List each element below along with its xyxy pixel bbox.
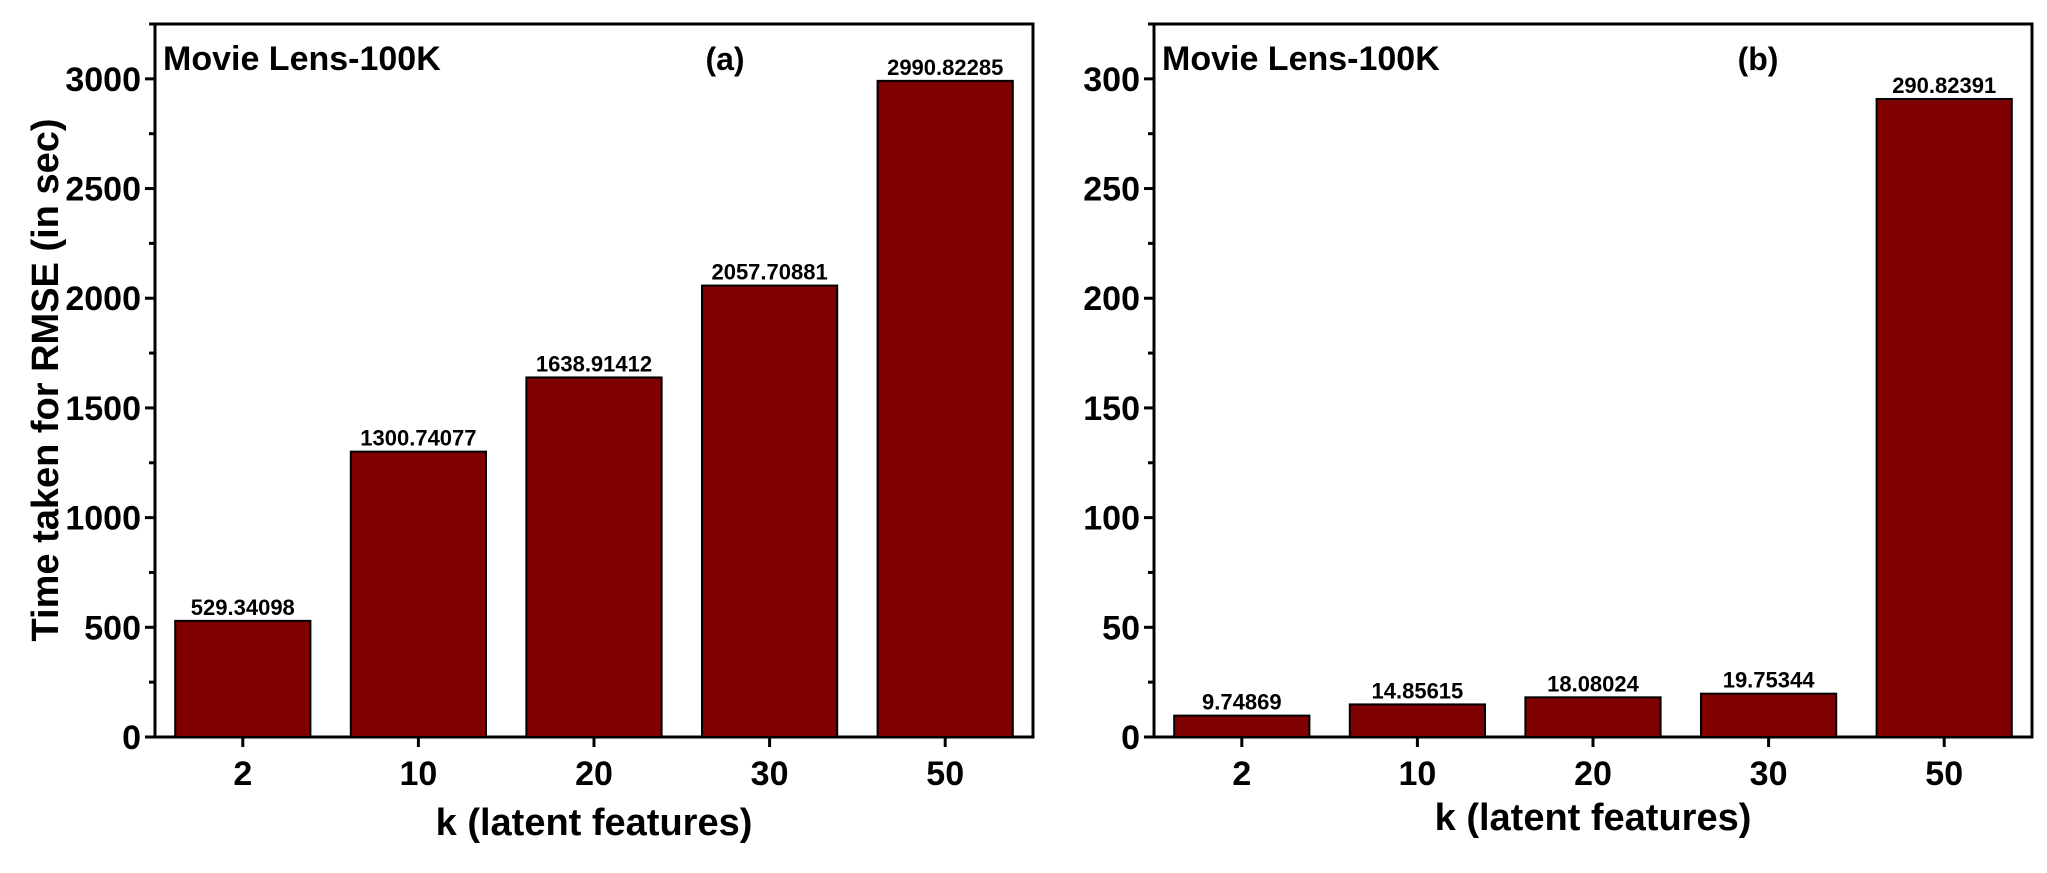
x-tick-label: 10 xyxy=(1398,755,1436,793)
x-tick-label: 50 xyxy=(926,755,964,793)
chart-panel-b: 9.74869 14.85615 18.08024 19.75344 290.82391… xyxy=(1083,22,2034,839)
bar-30 xyxy=(700,284,839,738)
y-tick-label: 0 xyxy=(1121,719,1140,757)
chart-title: Movie Lens-100K xyxy=(1162,40,1440,78)
x-axis-title: k (latent features) xyxy=(1435,797,1752,839)
data-label: 1638.91412 xyxy=(536,351,652,376)
x-tick-label: 2 xyxy=(233,755,252,793)
x-axis: 2 10 20 30 50 xyxy=(233,737,964,793)
y-tick-label: 100 xyxy=(1083,500,1140,538)
y-tick-label: 50 xyxy=(1102,609,1140,647)
data-label: 18.08024 xyxy=(1547,671,1640,696)
chart-panel-a: 529.34098 1300.74077 1638.91412 2057.70881 2… xyxy=(25,22,1035,844)
y-tick-label: 150 xyxy=(1083,390,1140,428)
panel-label: (b) xyxy=(1738,41,1779,77)
bar-30 xyxy=(1699,692,1838,739)
y-tick-label: 500 xyxy=(84,609,141,647)
data-label: 290.82391 xyxy=(1892,73,1996,98)
bar-group xyxy=(1173,97,2013,739)
data-label: 1300.74077 xyxy=(360,426,476,451)
x-tick-label: 20 xyxy=(1574,755,1612,793)
y-tick-label: 0 xyxy=(122,719,141,757)
chart-title: Movie Lens-100K xyxy=(163,40,441,78)
y-tick-label: 2000 xyxy=(65,280,141,318)
x-tick-label: 50 xyxy=(1925,755,1963,793)
value-label-group: 9.74869 14.85615 18.08024 19.75344 290.82391 xyxy=(1202,73,1996,715)
y-tick-label: 200 xyxy=(1083,280,1140,318)
y-axis: 0 50 100 150 200 250 300 xyxy=(1083,22,1154,757)
data-label: 529.34098 xyxy=(191,595,295,620)
value-label-group: 529.34098 1300.74077 1638.91412 2057.70881 2… xyxy=(191,55,1004,620)
bar-2 xyxy=(1173,714,1311,738)
y-tick-label: 1000 xyxy=(65,500,141,538)
bar-50 xyxy=(1875,97,2013,738)
y-tick-label: 300 xyxy=(1083,61,1140,99)
y-tick-label: 250 xyxy=(1083,171,1140,209)
data-label: 19.75344 xyxy=(1723,668,1816,693)
bar-50 xyxy=(876,79,1014,738)
x-tick-label: 2 xyxy=(1232,755,1251,793)
bar-2 xyxy=(174,619,312,738)
x-tick-label: 10 xyxy=(399,755,437,793)
data-label: 9.74869 xyxy=(1202,690,1282,715)
bar-20 xyxy=(525,376,663,738)
x-tick-label: 30 xyxy=(1750,755,1788,793)
x-axis: 2 10 20 30 50 xyxy=(1232,737,1963,793)
bar-10 xyxy=(349,450,488,738)
data-label: 14.85615 xyxy=(1372,678,1464,703)
y-tick-label: 2500 xyxy=(65,171,141,209)
y-axis: 0 500 1000 1500 2000 2500 3000 xyxy=(65,22,155,757)
bar-20 xyxy=(1524,696,1662,738)
bar-group xyxy=(174,79,1014,738)
y-tick-label: 1500 xyxy=(65,390,141,428)
data-label: 2057.70881 xyxy=(711,260,827,285)
x-tick-label: 20 xyxy=(575,755,613,793)
panel-label: (a) xyxy=(705,41,744,77)
y-tick-label: 3000 xyxy=(65,61,141,99)
bar-10 xyxy=(1348,703,1487,739)
x-tick-label: 30 xyxy=(751,755,789,793)
y-axis-title: Time taken for RMSE (in sec) xyxy=(25,119,67,642)
x-axis-title: k (latent features) xyxy=(436,802,753,844)
data-label: 2990.82285 xyxy=(887,55,1003,80)
